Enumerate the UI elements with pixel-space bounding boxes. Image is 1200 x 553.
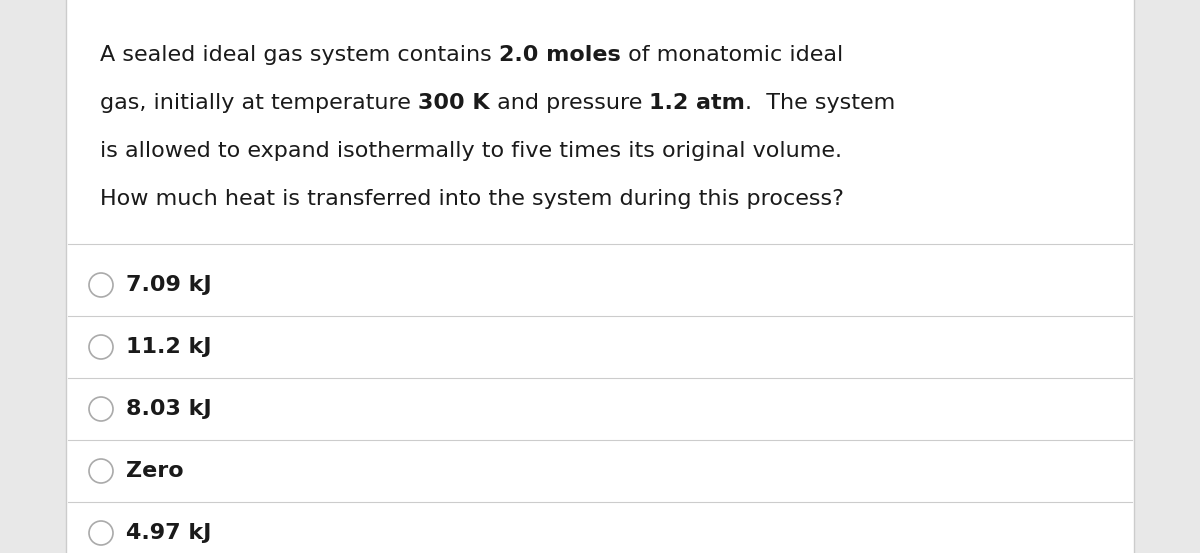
- Text: .  The system: . The system: [745, 93, 895, 113]
- Text: is allowed to expand isothermally to five times its original volume.: is allowed to expand isothermally to fiv…: [100, 141, 842, 161]
- Text: of monatomic ideal: of monatomic ideal: [620, 45, 842, 65]
- Text: How much heat is transferred into the system during this process?: How much heat is transferred into the sy…: [100, 189, 844, 209]
- Text: Zero: Zero: [126, 461, 184, 481]
- Text: 8.03 kJ: 8.03 kJ: [126, 399, 211, 419]
- Text: A sealed ideal gas system contains: A sealed ideal gas system contains: [100, 45, 499, 65]
- Text: 11.2 kJ: 11.2 kJ: [126, 337, 211, 357]
- Text: gas, initially at temperature: gas, initially at temperature: [100, 93, 418, 113]
- Text: 2.0 moles: 2.0 moles: [499, 45, 620, 65]
- Text: 1.2 atm: 1.2 atm: [649, 93, 745, 113]
- Text: and pressure: and pressure: [490, 93, 649, 113]
- Text: 7.09 kJ: 7.09 kJ: [126, 275, 211, 295]
- Text: 300 K: 300 K: [418, 93, 490, 113]
- Text: 4.97 kJ: 4.97 kJ: [126, 523, 211, 543]
